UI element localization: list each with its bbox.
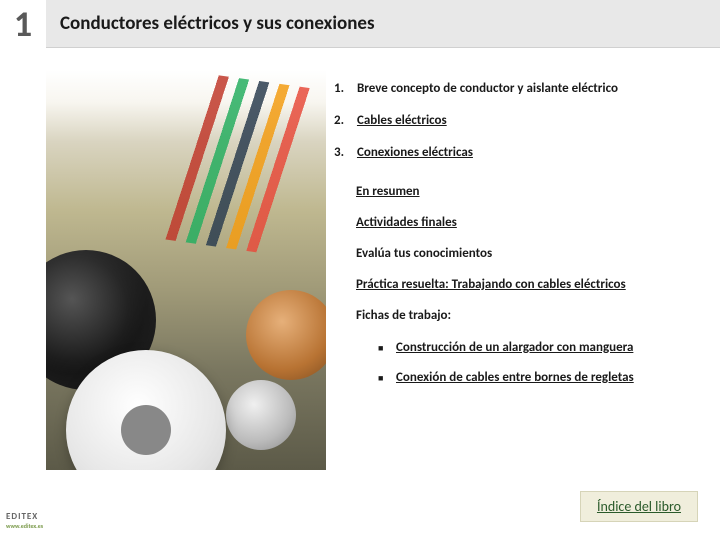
section-resumen[interactable]: En resumen bbox=[356, 183, 634, 201]
decorative-cables-image bbox=[46, 70, 326, 470]
toc-item-1[interactable]: 1. Breve concepto de conductor y aislant… bbox=[334, 80, 634, 98]
logo-brand: EDITEX bbox=[6, 511, 38, 522]
sections-list: En resumen Actividades finales Evalúa tu… bbox=[356, 183, 634, 387]
toc-num: 1. bbox=[334, 80, 354, 98]
toc-num: 2. bbox=[334, 112, 354, 130]
toc-text: Conexiones eléctricas bbox=[357, 145, 473, 160]
publisher-logo: EDITEX www.editex.es bbox=[6, 511, 43, 530]
chapter-title: Conductores eléctricos y sus conexiones bbox=[46, 12, 375, 35]
section-actividades[interactable]: Actividades finales bbox=[356, 214, 634, 232]
toc-text: Breve concepto de conductor y aislante e… bbox=[357, 81, 618, 96]
section-evalua[interactable]: Evalúa tus conocimientos bbox=[356, 245, 634, 263]
fichas-sublist: Construcción de un alargador con manguer… bbox=[378, 339, 634, 387]
toc-content: 1. Breve concepto de conductor y aislant… bbox=[326, 70, 634, 470]
section-practica[interactable]: Práctica resuelta: Trabajando con cables… bbox=[356, 276, 634, 294]
section-fichas-label: Fichas de trabajo: bbox=[356, 307, 634, 325]
toc-item-3[interactable]: 3. Conexiones eléctricas bbox=[334, 144, 634, 162]
ficha-2[interactable]: Conexión de cables entre bornes de regle… bbox=[378, 369, 634, 387]
toc-item-2[interactable]: 2. Cables eléctricos bbox=[334, 112, 634, 130]
chapter-number: 1 bbox=[0, 0, 46, 48]
body: 1. Breve concepto de conductor y aislant… bbox=[0, 48, 720, 470]
toc-text: Cables eléctricos bbox=[357, 113, 447, 128]
index-link[interactable]: Índice del libro bbox=[580, 491, 698, 522]
toc-num: 3. bbox=[334, 144, 354, 162]
logo-url: www.editex.es bbox=[6, 522, 43, 530]
ficha-1[interactable]: Construcción de un alargador con manguer… bbox=[378, 339, 634, 357]
chapter-header: 1 Conductores eléctricos y sus conexione… bbox=[0, 0, 720, 48]
